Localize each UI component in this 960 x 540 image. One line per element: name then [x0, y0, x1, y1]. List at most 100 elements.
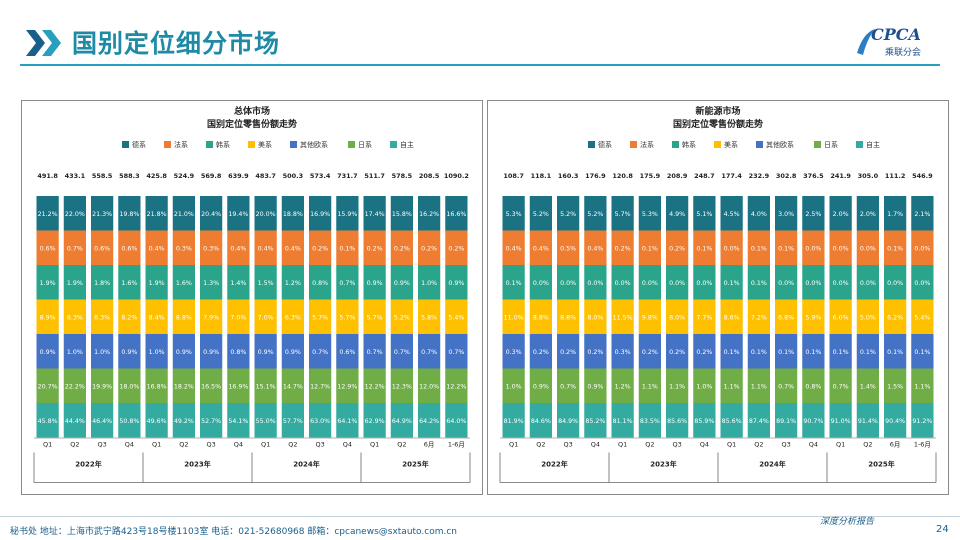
bar-segment-自主	[775, 403, 798, 438]
data-label: 0.9%	[533, 383, 549, 390]
bar-segment-美系	[584, 299, 607, 334]
bar-segment-韩系	[390, 265, 413, 300]
bar-segment-韩系	[309, 265, 332, 300]
data-label: 16.9%	[228, 383, 248, 390]
data-label: 0.9%	[367, 280, 383, 287]
bar-segment-其他欧系	[200, 334, 223, 369]
bar-segment-美系	[747, 299, 770, 334]
data-label: 0.0%	[615, 280, 631, 287]
data-label: 1.2%	[285, 280, 301, 287]
data-label: 85.2%	[585, 418, 605, 425]
bar-segment-美系	[418, 299, 441, 334]
data-label: 85.9%	[694, 418, 714, 425]
bar-segment-法系	[281, 230, 304, 265]
legend-swatch	[814, 141, 821, 148]
bar-segment-美系	[802, 299, 825, 334]
bar-segment-日系	[445, 368, 468, 403]
category-label: Q1	[509, 441, 518, 449]
bar-segment-韩系	[118, 265, 141, 300]
data-label: 91.0%	[831, 418, 851, 425]
chart-title: 新能源市场	[695, 105, 740, 117]
data-label: 5.8%	[421, 314, 437, 321]
bar-segment-其他欧系	[911, 334, 934, 369]
bar-segment-韩系	[856, 265, 879, 300]
data-label: 7.9%	[203, 314, 219, 321]
bar-segment-美系	[884, 299, 907, 334]
data-label: 8.3%	[67, 314, 83, 321]
data-label: 1.1%	[751, 383, 767, 390]
bar-segment-韩系	[36, 265, 59, 300]
data-label: 0.1%	[833, 349, 849, 356]
bar-segment-美系	[200, 299, 223, 334]
bar-segment-自主	[418, 403, 441, 438]
bar-segment-其他欧系	[802, 334, 825, 369]
data-label: 5.3%	[506, 211, 522, 218]
total-label: 302.8	[776, 172, 797, 180]
legend-label: 其他欧系	[300, 140, 328, 149]
bar-segment-其他欧系	[363, 334, 386, 369]
data-label: 19.4%	[228, 211, 248, 218]
bar-segment-美系	[775, 299, 798, 334]
data-label: 21.3%	[92, 211, 112, 218]
data-label: 0.7%	[421, 349, 437, 356]
data-label: 8.4%	[149, 314, 165, 321]
data-label: 0.2%	[448, 245, 464, 252]
bar-segment-自主	[254, 403, 277, 438]
data-label: 8.2%	[121, 314, 137, 321]
data-label: 1.1%	[669, 383, 685, 390]
bar-segment-自主	[63, 403, 86, 438]
bar-segment-德系	[91, 196, 114, 231]
bar-segment-自主	[363, 403, 386, 438]
bar-segment-自主	[309, 403, 332, 438]
bar-segment-德系	[611, 196, 634, 231]
bar-segment-美系	[529, 299, 552, 334]
data-label: 0.2%	[669, 349, 685, 356]
bar-segment-日系	[91, 368, 114, 403]
bar-segment-德系	[281, 196, 304, 231]
data-label: 0.0%	[587, 280, 603, 287]
bar-segment-日系	[720, 368, 743, 403]
category-label: Q3	[315, 441, 324, 449]
category-label: Q2	[536, 441, 545, 449]
data-label: 5.1%	[696, 211, 712, 218]
data-label: 3.0%	[778, 211, 794, 218]
data-label: 21.8%	[147, 211, 167, 218]
bar-segment-美系	[363, 299, 386, 334]
bar-segment-韩系	[254, 265, 277, 300]
data-label: 0.4%	[506, 245, 522, 252]
data-label: 0.0%	[805, 280, 821, 287]
bar-segment-日系	[911, 368, 934, 403]
category-label: Q1	[836, 441, 845, 449]
bar-segment-其他欧系	[584, 334, 607, 369]
data-label: 12.2%	[446, 383, 466, 390]
data-label: 7.0%	[258, 314, 274, 321]
category-label: Q3	[672, 441, 681, 449]
total-label: 425.8	[146, 172, 167, 180]
bar-segment-美系	[254, 299, 277, 334]
data-label: 1.0%	[67, 349, 83, 356]
legend-swatch	[164, 141, 171, 148]
bar-segment-法系	[445, 230, 468, 265]
data-label: 1.4%	[230, 280, 246, 287]
bar-segment-日系	[390, 368, 413, 403]
bar-segment-美系	[502, 299, 525, 334]
legend-swatch	[714, 141, 721, 148]
data-label: 0.6%	[94, 245, 110, 252]
bar-segment-自主	[529, 403, 552, 438]
bar-segment-韩系	[445, 265, 468, 300]
data-label: 0.1%	[778, 245, 794, 252]
bar-segment-法系	[666, 230, 689, 265]
data-label: 0.2%	[533, 349, 549, 356]
data-label: 91.2%	[912, 418, 932, 425]
bar-segment-美系	[118, 299, 141, 334]
category-label: Q3	[97, 441, 106, 449]
bar-segment-其他欧系	[390, 334, 413, 369]
bar-segment-德系	[336, 196, 359, 231]
bar-segment-日系	[638, 368, 661, 403]
bar-segment-韩系	[502, 265, 525, 300]
data-label: 0.3%	[203, 245, 219, 252]
bar-segment-其他欧系	[172, 334, 195, 369]
bar-segment-法系	[856, 230, 879, 265]
bar-segment-韩系	[557, 265, 580, 300]
